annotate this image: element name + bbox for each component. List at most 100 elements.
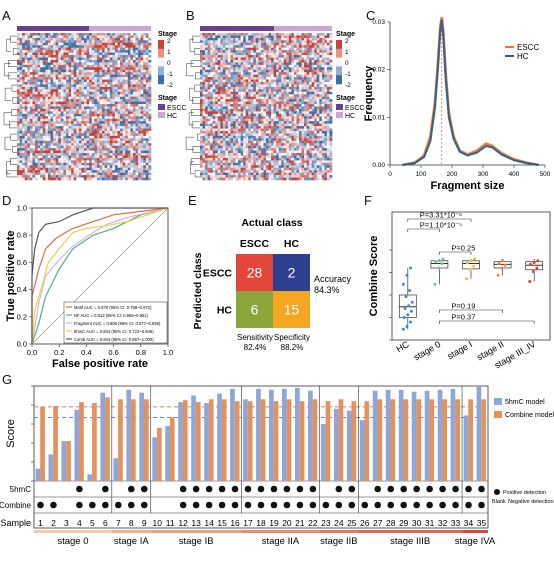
heatmap-cell: [63, 94, 67, 97]
heatmap-cell: [76, 57, 80, 61]
heatmap-cell: [60, 177, 64, 181]
heatmap-cell: [86, 116, 90, 120]
heatmap-cell: [235, 35, 239, 39]
heatmap-cell: [58, 145, 62, 149]
heatmap-cell: [293, 64, 297, 68]
heatmap-cell: [109, 157, 113, 161]
heatmap-cell: [84, 155, 87, 159]
heatmap-cell: [40, 64, 44, 68]
heatmap-cell: [145, 113, 149, 117]
heatmap-cell: [58, 177, 62, 181]
heatmap-cell: [145, 131, 149, 134]
heatmap-cell: [27, 96, 31, 100]
heatmap-cell: [104, 99, 108, 102]
heatmap-cell: [68, 113, 72, 117]
heatmap-cell: [286, 82, 290, 85]
heatmap-cell: [27, 62, 31, 66]
heatmap-cell: [122, 108, 126, 112]
heatmap-cell: [271, 45, 274, 48]
heatmap-cell: [47, 143, 51, 146]
heatmap-cell: [130, 116, 134, 120]
heatmap-cell: [35, 143, 38, 146]
heatmap-cell: [278, 40, 282, 44]
heatmap-cell: [127, 82, 131, 85]
heatmap-cell: [40, 99, 44, 102]
heatmap-cell: [127, 62, 131, 66]
heatmap-cell: [42, 45, 46, 48]
heatmap-cell: [47, 79, 51, 83]
heatmap-cell: [107, 106, 111, 110]
heatmap-cell: [200, 101, 203, 105]
heatmap-cell: [47, 37, 51, 41]
heatmap-cell: [24, 37, 28, 41]
heatmap-cell: [89, 175, 93, 178]
heatmap-cell: [138, 131, 141, 134]
heatmap-cell: [22, 162, 26, 166]
heatmap-cell: [109, 133, 113, 137]
heatmap-cell: [94, 128, 98, 132]
heatmap-cell: [140, 128, 144, 132]
heatmap-cell: [63, 175, 67, 178]
heatmap-cell: [288, 57, 292, 61]
heatmap-cell: [321, 74, 325, 78]
heatmap-cell: [81, 86, 85, 90]
heatmap-cell: [200, 35, 203, 39]
heatmap-a-legend-escc: ESCC: [167, 105, 186, 112]
heatmap-cell: [91, 91, 95, 95]
heatmap-cell: [17, 86, 20, 90]
heatmap-cell: [55, 82, 59, 85]
heatmap-cell: [55, 123, 59, 127]
heatmap-cell: [311, 111, 315, 115]
heatmap-cell: [263, 40, 267, 44]
heatmap-cell: [29, 172, 33, 176]
heatmap-cell: [71, 113, 74, 117]
heatmap-cell: [71, 55, 74, 58]
heatmap-cell: [130, 67, 134, 71]
heatmap-cell: [225, 62, 229, 66]
heatmap-cell: [104, 177, 108, 181]
heatmap-cell: [127, 84, 131, 88]
heatmap-cell: [321, 108, 325, 112]
heatmap-cell: [281, 101, 285, 105]
heatmap-cell: [58, 121, 62, 124]
heatmap-cell: [96, 35, 100, 39]
heatmap-cell: [314, 57, 318, 61]
heatmap-cell: [227, 91, 231, 95]
heatmap-cell: [76, 123, 80, 127]
heatmap-cell: [125, 167, 129, 171]
heatmap-cell: [35, 106, 38, 110]
heatmap-cell: [135, 64, 139, 68]
heatmap-cell: [107, 172, 111, 176]
heatmap-cell: [230, 42, 234, 46]
heatmap-cell: [78, 135, 82, 139]
heatmap-cell: [60, 140, 64, 144]
heatmap-cell: [309, 89, 312, 93]
heatmap-cell: [32, 170, 36, 173]
heatmap-cell: [17, 69, 20, 73]
heatmap-cell: [225, 50, 229, 53]
heatmap-cell: [99, 96, 103, 100]
heatmap-cell: [86, 135, 90, 139]
heatmap-cell: [132, 133, 136, 137]
heatmap-cell: [288, 50, 292, 53]
heatmap-cell: [47, 47, 51, 51]
heatmap-cell: [109, 79, 113, 83]
heatmap-cell: [120, 138, 123, 142]
heatmap-cell: [47, 128, 51, 132]
heatmap-cell: [94, 111, 98, 115]
heatmap-cell: [286, 69, 290, 73]
heatmap-cell: [29, 79, 33, 83]
heatmap-cell: [311, 35, 315, 39]
heatmap-cell: [138, 116, 141, 120]
heatmap-cell: [271, 62, 274, 66]
heatmap-cell: [45, 113, 49, 117]
heatmap-cell: [266, 59, 269, 63]
heatmap-cell: [19, 108, 23, 112]
heatmap-cell: [250, 111, 254, 115]
heatmap-cell: [212, 45, 216, 48]
heatmap-cell: [324, 116, 328, 120]
heatmap-cell: [143, 143, 147, 146]
heatmap-cell: [255, 82, 259, 85]
heatmap-cell: [102, 145, 105, 149]
heatmap-cell: [22, 123, 26, 127]
